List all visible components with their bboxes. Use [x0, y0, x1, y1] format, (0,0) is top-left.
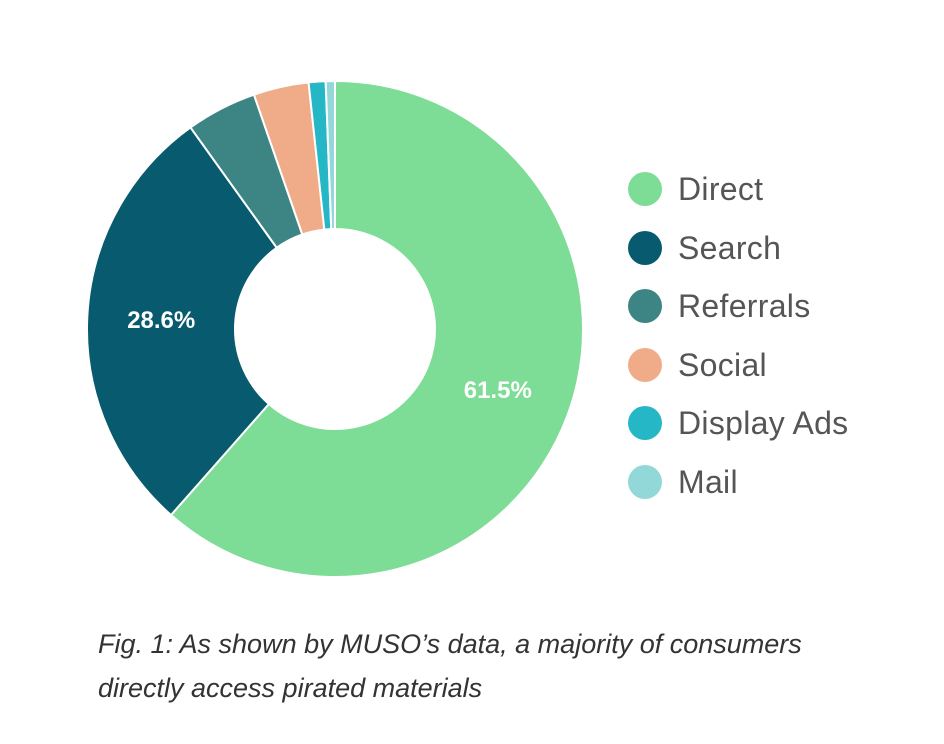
caption-line-1: Fig. 1: As shown by MUSO’s data, a major…: [98, 629, 802, 659]
legend: Direct Search Referrals Social Display Ads Ma…: [628, 160, 849, 511]
legend-swatch-direct: [628, 172, 662, 207]
legend-label-direct: Direct: [678, 171, 764, 208]
legend-item-referrals: Referrals: [628, 277, 849, 336]
legend-label-display-ads: Display Ads: [678, 405, 849, 442]
slice-direct: [169, 79, 584, 578]
legend-label-social: Social: [678, 346, 767, 383]
legend-swatch-referrals: [628, 289, 662, 324]
data-label-direct: 61.5%: [464, 377, 532, 404]
legend-label-search: Search: [678, 229, 782, 266]
legend-item-social: Social: [628, 336, 849, 395]
legend-item-direct: Direct: [628, 160, 849, 219]
slice-search: [86, 126, 279, 517]
legend-item-mail: Mail: [628, 453, 849, 512]
legend-item-search: Search: [628, 219, 849, 278]
legend-swatch-social: [628, 347, 662, 382]
legend-swatch-search: [628, 230, 662, 265]
figure-caption: Fig. 1: As shown by MUSO’s data, a major…: [98, 622, 918, 710]
data-label-search: 28.6%: [127, 307, 195, 334]
legend-swatch-mail: [628, 464, 662, 499]
legend-label-referrals: Referrals: [678, 288, 811, 325]
legend-label-mail: Mail: [678, 463, 738, 500]
slice-mail: [324, 79, 336, 231]
legend-swatch-display-ads: [628, 406, 662, 441]
legend-item-display-ads: Display Ads: [628, 394, 849, 453]
caption-line-2: directly access pirated materials: [98, 673, 483, 703]
